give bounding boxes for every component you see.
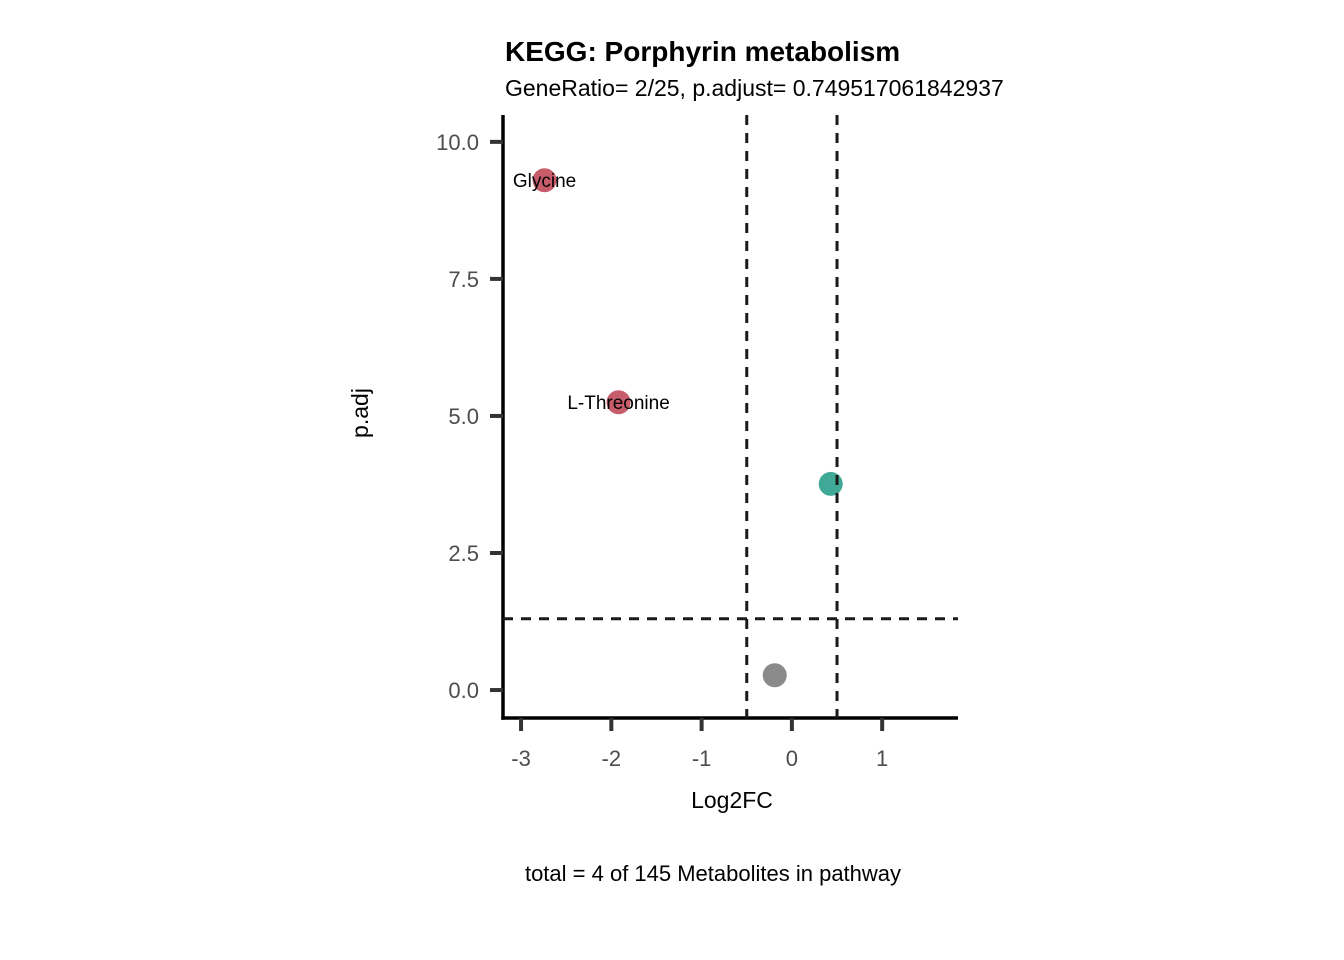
x-tick-label: -1: [692, 746, 712, 771]
y-tick-label: 0.0: [448, 678, 479, 703]
x-tick-label: 0: [786, 746, 798, 771]
point-label: L-Threonine: [567, 393, 669, 414]
y-tick-label: 2.5: [448, 541, 479, 566]
y-tick-label: 10.0: [436, 130, 479, 155]
chart-caption: total = 4 of 145 Metabolites in pathway: [525, 861, 901, 886]
data-point-glycine: [532, 168, 557, 193]
y-tick-label: 7.5: [448, 267, 479, 292]
x-axis-label: Log2FC: [691, 787, 773, 813]
data-point-l-threonine: [606, 390, 631, 415]
points-layer: [532, 168, 843, 688]
x-tick-label: -3: [511, 746, 531, 771]
chart-subtitle: GeneRatio= 2/25, p.adjust= 0.74951706184…: [505, 75, 1004, 101]
y-tick-label: 5.0: [448, 404, 479, 429]
axes-layer: 0.0 2.5 5.0 7.5 10.0 -3 -2 -1 0 1: [436, 115, 958, 771]
threshold-lines-layer: [503, 115, 958, 718]
point-label: Glycine: [513, 171, 576, 192]
x-tick-label: 1: [876, 746, 888, 771]
y-axis-label: p.adj: [347, 388, 373, 438]
chart-title: KEGG: Porphyrin metabolism: [505, 36, 900, 67]
x-tick-label: -2: [602, 746, 622, 771]
point-labels-layer: Glycine L-Threonine: [513, 171, 670, 414]
data-point: [818, 471, 843, 496]
data-point: [762, 663, 787, 688]
